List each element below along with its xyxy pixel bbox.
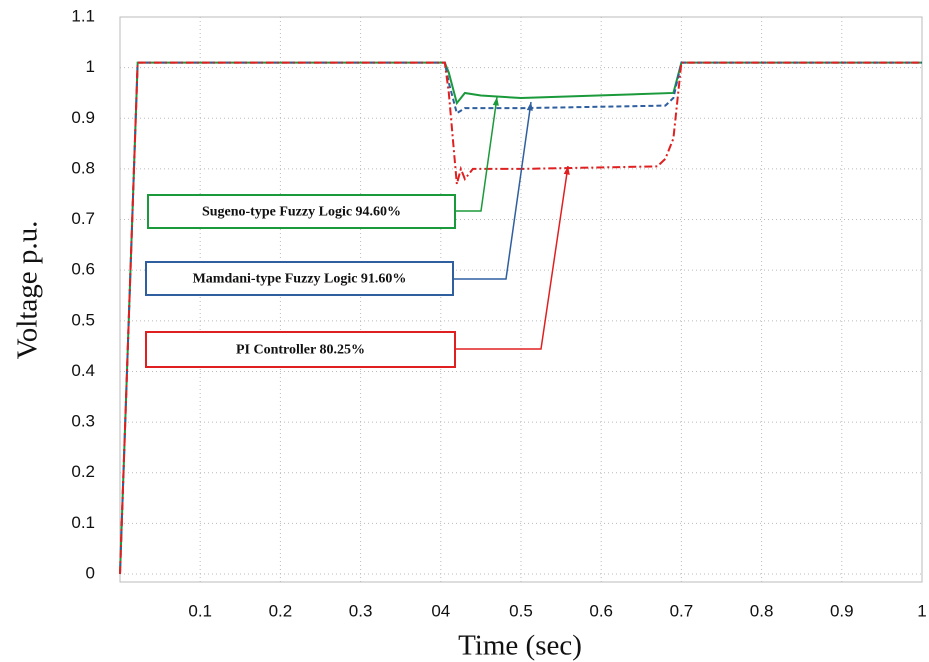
callout-arrowhead [563, 166, 570, 175]
x-tick-label: 0.5 [509, 601, 533, 620]
x-tick-label: 04 [431, 601, 450, 620]
x-tick-label: 0.2 [269, 601, 293, 620]
x-tick-label: 0.8 [750, 601, 774, 620]
x-tick-label: 1 [917, 601, 926, 620]
y-axis-title: Voltage p.u. [12, 221, 44, 360]
y-tick-label: 0.1 [71, 513, 95, 532]
y-tick-label: 0 [86, 563, 95, 582]
x-axis-title: Time (sec) [458, 630, 582, 662]
x-tick-label: 0.7 [670, 601, 694, 620]
y-tick-label: 0.9 [71, 108, 95, 127]
y-tick-label: 0.6 [71, 260, 95, 279]
y-tick-label: 0.5 [71, 310, 95, 329]
y-tick-label: 0.8 [71, 158, 95, 177]
x-tick-label: 0.3 [349, 601, 373, 620]
y-tick-label: 0.7 [71, 209, 95, 228]
callout-box [147, 194, 456, 229]
callout-arrowhead [492, 97, 499, 106]
y-tick-label: 0.2 [71, 462, 95, 481]
callout-text: PI Controller 80.25% [236, 343, 365, 358]
callout-arrow [453, 101, 532, 280]
callout-text: Mamdani-type Fuzzy Logic 91.60% [193, 272, 407, 287]
x-tick-label: 0.6 [589, 601, 613, 620]
callout-box [145, 261, 454, 296]
callout-arrow [455, 165, 569, 350]
callout-arrow [455, 96, 498, 212]
y-tick-label: 0.4 [71, 361, 95, 380]
y-tick-label: 1 [86, 57, 95, 76]
x-tick-label: 0.9 [830, 601, 854, 620]
x-tick-label: 0.1 [188, 601, 212, 620]
callout-text: Sugeno-type Fuzzy Logic 94.60% [202, 205, 401, 220]
callout-arrowhead [526, 102, 533, 111]
y-tick-label: 1.1 [71, 6, 95, 25]
y-tick-label: 0.3 [71, 412, 95, 431]
